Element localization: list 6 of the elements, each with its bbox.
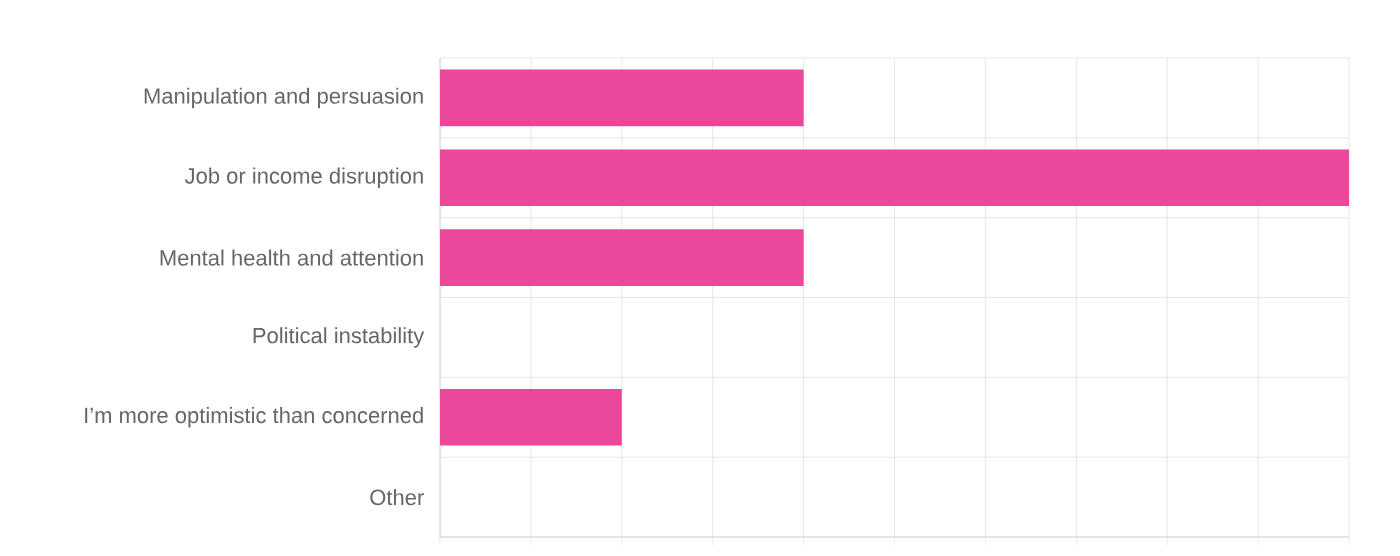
y-tick-label: Political instability [253,327,425,348]
y-tick-label: Job or income disruption [184,167,423,188]
y-tick-label: Other [370,489,424,506]
y-tick-label: I’m more optimistic than concerned [85,407,423,428]
y-tick-label: Manipulation and persuasion [144,87,423,109]
y-tick-label: Mental health and attention [160,249,423,266]
